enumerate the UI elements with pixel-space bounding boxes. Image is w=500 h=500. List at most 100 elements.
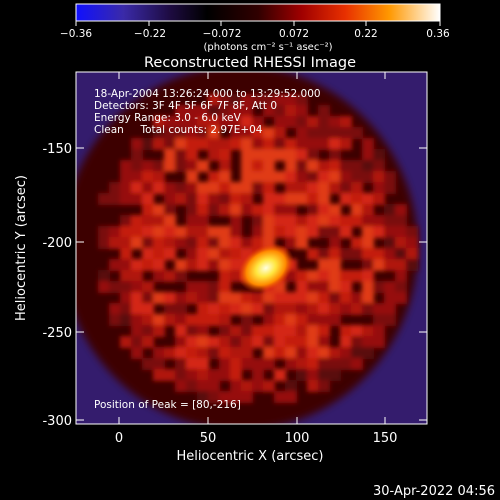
heatmap-cell bbox=[241, 127, 253, 139]
heatmap-cells bbox=[98, 94, 418, 403]
heatmap-cell bbox=[384, 281, 396, 293]
heatmap-cell bbox=[307, 226, 319, 238]
heatmap-cell bbox=[285, 303, 297, 315]
heatmap-cell bbox=[329, 160, 341, 172]
heatmap-cell bbox=[274, 292, 286, 304]
heatmap-cell bbox=[219, 270, 231, 282]
heatmap-cell bbox=[197, 380, 209, 392]
colorbar-ticks bbox=[75, 21, 441, 26]
heatmap-cell bbox=[197, 391, 209, 403]
heatmap-cell bbox=[109, 182, 121, 194]
heatmap-cell bbox=[186, 369, 198, 381]
heatmap-cell bbox=[142, 138, 154, 150]
heatmap-cell bbox=[263, 292, 275, 304]
heatmap-cell bbox=[329, 226, 341, 238]
heatmap-cell bbox=[274, 391, 286, 403]
heatmap-cell bbox=[153, 226, 165, 238]
heatmap-cell bbox=[329, 314, 341, 326]
heatmap-cell bbox=[296, 325, 308, 337]
heatmap-cell bbox=[329, 347, 341, 359]
heatmap-cell bbox=[197, 138, 209, 150]
heatmap-cell bbox=[373, 248, 385, 260]
heatmap-cell bbox=[197, 226, 209, 238]
heatmap-cell bbox=[186, 226, 198, 238]
heatmap-cell bbox=[230, 325, 242, 337]
heatmap-cell bbox=[208, 193, 220, 205]
heatmap-cell bbox=[241, 358, 253, 370]
heatmap-cell bbox=[219, 138, 231, 150]
heatmap-cell bbox=[263, 182, 275, 194]
heatmap-cell bbox=[142, 358, 154, 370]
heatmap-cell bbox=[175, 369, 187, 381]
heatmap-cell bbox=[175, 127, 187, 139]
heatmap-cell bbox=[263, 380, 275, 392]
heatmap-cell bbox=[197, 193, 209, 205]
heatmap-cell bbox=[373, 193, 385, 205]
annotation-clean-counts: Clean Total counts: 2.97E+04 bbox=[94, 124, 263, 136]
heatmap-cell bbox=[285, 105, 297, 117]
heatmap-cell bbox=[197, 160, 209, 172]
heatmap-cell bbox=[373, 171, 385, 183]
heatmap-cell bbox=[285, 215, 297, 227]
heatmap-cell bbox=[120, 160, 132, 172]
heatmap-cell bbox=[296, 314, 308, 326]
heatmap-cell bbox=[340, 182, 352, 194]
heatmap-cell bbox=[395, 226, 407, 238]
heatmap-cell bbox=[197, 248, 209, 260]
heatmap-cell bbox=[340, 127, 352, 139]
heatmap-cell bbox=[252, 116, 264, 128]
heatmap-cell bbox=[186, 193, 198, 205]
heatmap-cell bbox=[241, 149, 253, 161]
heatmap-cell bbox=[362, 226, 374, 238]
heatmap-cell bbox=[230, 215, 242, 227]
heatmap-cell bbox=[142, 193, 154, 205]
heatmap-cell bbox=[197, 358, 209, 370]
heatmap-cell bbox=[241, 336, 253, 348]
heatmap-cell bbox=[318, 325, 330, 337]
heatmap-cell bbox=[230, 259, 242, 271]
heatmap-cell bbox=[219, 116, 231, 128]
heatmap-cell bbox=[153, 314, 165, 326]
heatmap-cell bbox=[219, 303, 231, 315]
heatmap-cell bbox=[296, 138, 308, 150]
heatmap-cell bbox=[296, 226, 308, 238]
heatmap-cell bbox=[307, 380, 319, 392]
heatmap-cell bbox=[219, 171, 231, 183]
heatmap-cell bbox=[362, 138, 374, 150]
heatmap-cell bbox=[219, 325, 231, 337]
heatmap-cell bbox=[384, 226, 396, 238]
heatmap-cell bbox=[197, 259, 209, 271]
heatmap-cell bbox=[296, 292, 308, 304]
heatmap-cell bbox=[241, 237, 253, 249]
heatmap-cell bbox=[274, 347, 286, 359]
heatmap-cell bbox=[329, 204, 341, 216]
heatmap-cell bbox=[98, 270, 110, 282]
x-tick-label: 100 bbox=[285, 431, 310, 446]
heatmap-cell bbox=[219, 369, 231, 381]
heatmap-cell bbox=[318, 281, 330, 293]
heatmap-cell bbox=[142, 314, 154, 326]
heatmap-cell bbox=[307, 369, 319, 381]
heatmap-cell bbox=[175, 160, 187, 172]
heatmap-cell bbox=[131, 347, 143, 359]
heatmap-cell bbox=[252, 380, 264, 392]
heatmap-cell bbox=[274, 369, 286, 381]
heatmap-cell bbox=[384, 171, 396, 183]
heatmap-cell bbox=[175, 226, 187, 238]
heatmap-cell bbox=[120, 270, 132, 282]
heatmap-cell bbox=[230, 116, 242, 128]
heatmap-cell bbox=[142, 336, 154, 348]
heatmap-cell bbox=[296, 160, 308, 172]
heatmap-cell bbox=[362, 149, 374, 161]
heatmap-cell bbox=[131, 336, 143, 348]
heatmap-cell bbox=[153, 259, 165, 271]
heatmap-cell bbox=[186, 281, 198, 293]
heatmap-cell bbox=[340, 226, 352, 238]
heatmap-cell bbox=[395, 215, 407, 227]
heatmap-cell bbox=[241, 380, 253, 392]
heatmap-cell bbox=[285, 336, 297, 348]
heatmap-cell bbox=[164, 138, 176, 150]
heatmap-cell bbox=[230, 204, 242, 216]
heatmap-cell bbox=[109, 281, 121, 293]
